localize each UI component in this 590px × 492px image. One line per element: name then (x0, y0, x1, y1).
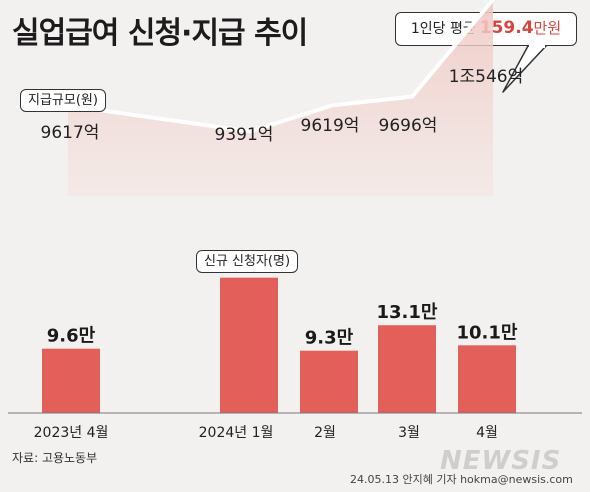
newsis-logo: NEWSIS (440, 446, 562, 476)
applicant-value-label: 9.6만 (47, 326, 96, 347)
page-title: 실업급여 신청·지급 추이 (12, 16, 308, 51)
applicant-bar (300, 350, 358, 413)
applicant-value-label: 9.3만 (305, 328, 354, 349)
callout-label: 1인당 평균 (410, 21, 476, 37)
payment-series-tag: 지급규모(원) (20, 89, 106, 112)
applicant-value-label: 13.1만 (377, 302, 438, 323)
payment-area-layer: 9617억 9391억 9619억 9696억 1조546억 (41, 0, 524, 196)
callout-value: 159.4 (479, 18, 534, 38)
payment-value-label: 9619억 (301, 116, 360, 136)
applicant-bar (458, 345, 516, 413)
x-tick-label: 3월 (398, 425, 420, 441)
applicant-bar (42, 348, 100, 413)
payment-area-fill (68, 0, 493, 196)
x-axis-labels: 2023년 4월 2024년 1월 2월 3월 4월 (34, 425, 498, 441)
source-note: 자료: 고용노동부 (12, 451, 98, 465)
callout-pointer-mask (529, 43, 545, 48)
applicant-series-tag: 신규 신청자(명) (196, 250, 299, 273)
credit-line: 24.05.13 안지혜 기자 hokma@newsis.com (350, 473, 573, 486)
payment-line (66, 0, 495, 134)
payment-value-label: 1조546억 (449, 67, 524, 87)
applicant-bar (220, 277, 278, 413)
payment-value-label: 9617억 (41, 123, 100, 143)
x-tick-label: 2월 (314, 425, 336, 441)
x-tick-label: 2023년 4월 (34, 425, 109, 441)
applicant-value-label: 10.1만 (457, 322, 518, 343)
callout-unit: 만원 (533, 19, 562, 37)
x-tick-label: 4월 (476, 425, 498, 441)
payment-value-label: 9391억 (215, 125, 274, 145)
payment-value-label: 9696억 (379, 116, 438, 136)
applicant-bar (378, 325, 436, 413)
x-tick-label: 2024년 1월 (199, 425, 274, 441)
